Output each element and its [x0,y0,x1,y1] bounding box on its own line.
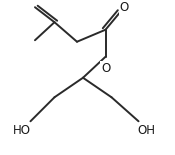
Text: OH: OH [138,124,156,137]
Text: HO: HO [12,124,30,137]
Text: O: O [101,62,110,75]
Text: O: O [120,1,129,14]
